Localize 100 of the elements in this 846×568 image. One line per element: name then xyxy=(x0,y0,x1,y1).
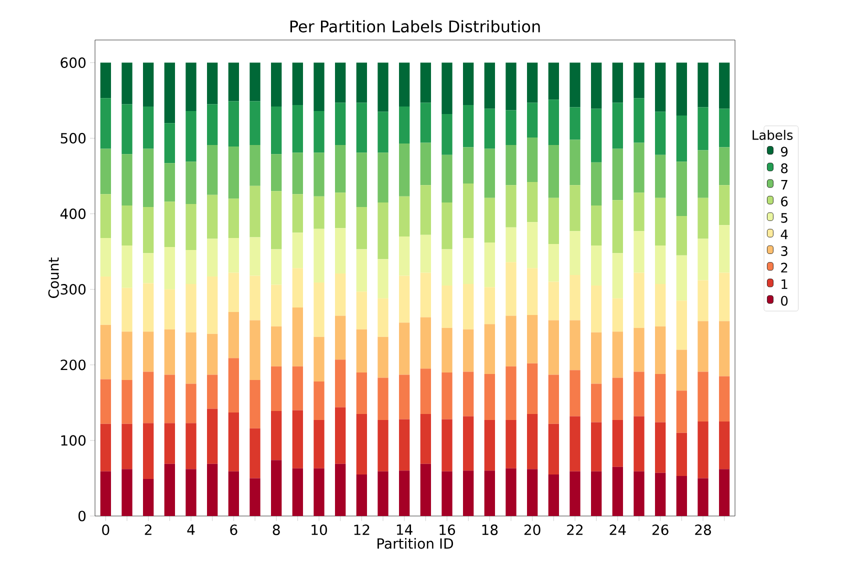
bar xyxy=(228,238,240,273)
bar xyxy=(442,471,452,516)
bar xyxy=(314,468,324,516)
bar xyxy=(612,148,624,200)
bar xyxy=(484,62,496,109)
bar xyxy=(335,316,346,360)
bar xyxy=(506,185,516,228)
bar xyxy=(122,104,132,154)
bar xyxy=(207,276,218,334)
bar xyxy=(292,62,304,105)
bar xyxy=(506,145,516,186)
bar xyxy=(655,284,666,326)
bar xyxy=(484,198,496,242)
bar xyxy=(570,471,580,516)
bar xyxy=(228,62,240,102)
bar xyxy=(100,238,111,276)
y-tick-label: 400 xyxy=(60,208,86,220)
bar xyxy=(612,253,624,298)
bar xyxy=(484,108,496,149)
bar xyxy=(186,384,196,424)
bar xyxy=(292,410,304,468)
bar xyxy=(463,329,474,372)
bar xyxy=(463,104,474,148)
bar xyxy=(271,62,282,106)
bar xyxy=(399,470,410,516)
bar xyxy=(655,422,666,473)
bar xyxy=(612,420,624,467)
bar xyxy=(698,238,708,280)
bar xyxy=(719,62,730,109)
bar xyxy=(271,249,282,285)
bar xyxy=(271,460,282,516)
bar xyxy=(164,247,175,290)
bar xyxy=(527,62,538,103)
bar xyxy=(399,322,410,375)
bar xyxy=(570,231,580,275)
bar xyxy=(356,329,368,372)
bar xyxy=(442,419,452,472)
bar xyxy=(399,236,410,276)
bar xyxy=(186,423,196,470)
bar xyxy=(548,198,560,244)
bar xyxy=(100,148,111,194)
bar xyxy=(698,62,708,108)
bar xyxy=(164,289,175,330)
bar xyxy=(228,358,240,412)
bar xyxy=(314,282,324,337)
bar xyxy=(420,185,432,235)
bar xyxy=(292,104,304,153)
bar xyxy=(143,372,154,424)
bar xyxy=(378,259,388,298)
bar xyxy=(506,468,516,516)
bar xyxy=(164,464,175,516)
bar xyxy=(314,336,324,382)
bar xyxy=(250,62,260,102)
bar xyxy=(271,366,282,411)
bar xyxy=(164,163,175,202)
bar xyxy=(676,116,688,162)
bar xyxy=(548,474,560,516)
bar xyxy=(164,423,175,464)
bar xyxy=(164,123,175,164)
bar xyxy=(655,154,666,198)
bar xyxy=(186,284,196,332)
bar xyxy=(442,286,452,328)
bar xyxy=(676,390,688,433)
bar xyxy=(399,106,410,144)
bar xyxy=(527,102,538,138)
bar xyxy=(164,202,175,248)
bar xyxy=(378,471,388,516)
bar xyxy=(506,227,516,262)
bar xyxy=(143,206,154,254)
bar xyxy=(207,238,218,276)
x-tick-label: 8 xyxy=(272,524,280,536)
bar xyxy=(612,466,624,516)
bar xyxy=(378,298,388,337)
bar xyxy=(378,202,388,260)
bar xyxy=(399,62,410,106)
bar xyxy=(100,194,111,238)
bar xyxy=(228,146,240,199)
y-tick-label: 500 xyxy=(60,132,86,144)
bar xyxy=(463,284,474,330)
bar xyxy=(463,470,474,516)
bar xyxy=(335,192,346,228)
bar xyxy=(122,205,132,246)
bar xyxy=(356,292,368,330)
bar xyxy=(634,272,644,328)
bar xyxy=(356,474,368,516)
bar xyxy=(548,374,560,424)
bar xyxy=(591,286,602,332)
bar xyxy=(527,414,538,470)
bar xyxy=(527,469,538,516)
bar xyxy=(292,468,304,516)
bar xyxy=(655,472,666,516)
bar xyxy=(314,196,324,229)
x-tick-label: 26 xyxy=(652,524,668,536)
bar xyxy=(143,62,154,106)
bar xyxy=(271,410,282,460)
bar xyxy=(484,148,496,198)
bar xyxy=(207,374,218,409)
bar xyxy=(698,321,708,372)
x-tick-label: 10 xyxy=(312,524,327,536)
bar xyxy=(292,307,304,366)
